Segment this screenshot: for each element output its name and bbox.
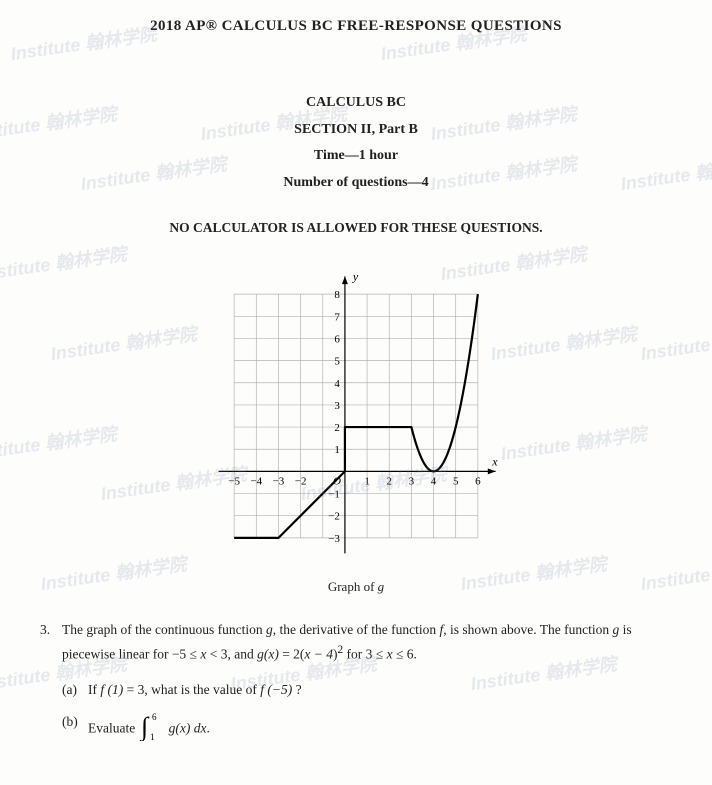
- stem-text: The graph of the continuous function g, …: [62, 619, 672, 665]
- svg-text:−1: −1: [328, 489, 340, 501]
- no-calculator-notice: NO CALCULATOR IS ALLOWED FOR THESE QUEST…: [36, 220, 676, 236]
- svg-text:3: 3: [334, 400, 340, 412]
- svg-text:4: 4: [334, 378, 340, 390]
- svg-text:−2: −2: [328, 511, 340, 523]
- question-3: 3. The graph of the continuous function …: [40, 619, 672, 747]
- section-part: SECTION II, Part B: [36, 117, 676, 144]
- svg-text:1: 1: [150, 732, 155, 741]
- svg-text:2: 2: [386, 476, 392, 488]
- svg-text:−4: −4: [250, 476, 262, 488]
- svg-text:3: 3: [409, 476, 415, 488]
- svg-text:8: 8: [334, 290, 340, 302]
- svg-text:6: 6: [334, 334, 340, 346]
- caption-prefix: Graph of: [328, 579, 378, 594]
- section-time: Time—1 hour: [36, 143, 676, 170]
- section-title: CALCULUS BC: [36, 90, 676, 117]
- part-a-text: If f (1) = 3, what is the value of f (−5…: [88, 679, 302, 701]
- svg-text:1: 1: [334, 445, 340, 457]
- part-b-text: Evaluate ∫61g(x) dx.: [88, 711, 210, 748]
- svg-text:4: 4: [431, 476, 437, 488]
- svg-text:−5: −5: [228, 476, 240, 488]
- svg-text:6: 6: [475, 476, 481, 488]
- svg-text:1: 1: [364, 476, 370, 488]
- svg-text:y: y: [352, 270, 359, 284]
- page-header: 2018 AP® CALCULUS BC FREE-RESPONSE QUEST…: [36, 18, 676, 35]
- question-number: 3.: [40, 619, 62, 665]
- part-b-label: (b): [62, 711, 88, 748]
- svg-text:x: x: [491, 455, 498, 469]
- svg-text:∫: ∫: [139, 712, 150, 741]
- question-part-a: (a) If f (1) = 3, what is the value of f…: [62, 679, 672, 701]
- svg-text:5: 5: [334, 356, 340, 368]
- svg-text:6: 6: [152, 712, 157, 722]
- svg-text:−2: −2: [295, 476, 307, 488]
- integral-icon: ∫6 1: [139, 711, 169, 748]
- svg-text:5: 5: [453, 476, 459, 488]
- question-stem: 3. The graph of the continuous function …: [40, 619, 672, 665]
- caption-var: g: [378, 579, 385, 594]
- section-header: CALCULUS BC SECTION II, Part B Time—1 ho…: [36, 90, 676, 196]
- part-a-label: (a): [62, 679, 88, 701]
- svg-text:−3: −3: [273, 476, 285, 488]
- page: Institute 翰林学院 Institute 翰林学院 Institute …: [0, 0, 712, 785]
- graph-container: −5−4−3−2123456−3−2−112345678Oyx: [36, 266, 676, 571]
- svg-text:7: 7: [334, 312, 340, 324]
- question-part-b: (b) Evaluate ∫61g(x) dx.: [62, 711, 672, 748]
- svg-text:−3: −3: [328, 533, 340, 545]
- section-numq: Number of questions—4: [36, 170, 676, 197]
- graph-of-g: −5−4−3−2123456−3−2−112345678Oyx: [206, 266, 506, 566]
- svg-text:2: 2: [334, 422, 340, 434]
- graph-caption: Graph of g: [36, 579, 676, 595]
